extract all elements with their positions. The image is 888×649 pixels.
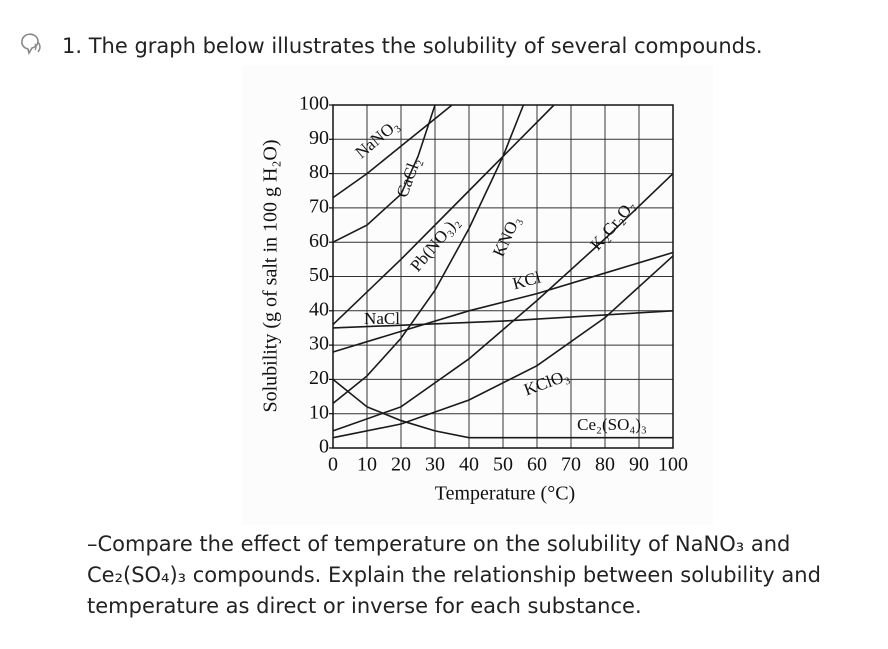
x-tick-label: 90 — [629, 454, 649, 476]
x-tick-label: 70 — [561, 454, 581, 476]
series-line — [332, 104, 436, 243]
series-line — [332, 104, 525, 405]
x-tick-label: 60 — [527, 454, 547, 476]
y-axis-label: Solubility (g of salt in 100 g H₂O) — [260, 139, 282, 412]
series-line — [332, 173, 674, 432]
question-task: –Compare the effect of temperature on th… — [87, 532, 821, 618]
x-tick-label: 50 — [493, 454, 513, 476]
y-tick-label: 20 — [309, 367, 329, 389]
series-label: NaCl — [364, 309, 400, 328]
series-line — [332, 310, 674, 329]
x-tick-label: 10 — [357, 454, 377, 476]
y-tick-label: 100 — [299, 93, 329, 115]
x-tick-label: 20 — [391, 454, 411, 476]
x-tick-label: 40 — [459, 454, 479, 476]
y-tick-label: 70 — [309, 195, 329, 217]
y-tick-label: 90 — [309, 127, 329, 149]
speaker-icon[interactable] — [21, 33, 41, 56]
series-line — [332, 255, 674, 439]
x-tick-label: 30 — [425, 454, 445, 476]
x-axis-label: Temperature (°C) — [435, 483, 575, 505]
y-tick-label: 40 — [309, 298, 329, 320]
x-tick-label: 80 — [595, 454, 615, 476]
y-tick-label: 30 — [309, 333, 329, 355]
x-tick-label: 100 — [658, 454, 688, 476]
series-line — [332, 104, 555, 326]
series-line — [332, 104, 453, 199]
question-prompt: 1. The graph below illustrates the solub… — [62, 34, 763, 58]
y-tick-label: 10 — [309, 401, 329, 423]
y-tick-label: 50 — [309, 264, 329, 286]
series-line — [332, 378, 673, 439]
y-tick-label: 0 — [319, 436, 329, 458]
series-label: Ce₂(SO₄)₃ — [577, 415, 647, 434]
series-line — [332, 251, 674, 353]
y-tick-label: 60 — [309, 230, 329, 252]
plot-frame — [332, 104, 674, 449]
x-tick-label: 0 — [328, 454, 338, 476]
y-tick-label: 80 — [309, 161, 329, 183]
